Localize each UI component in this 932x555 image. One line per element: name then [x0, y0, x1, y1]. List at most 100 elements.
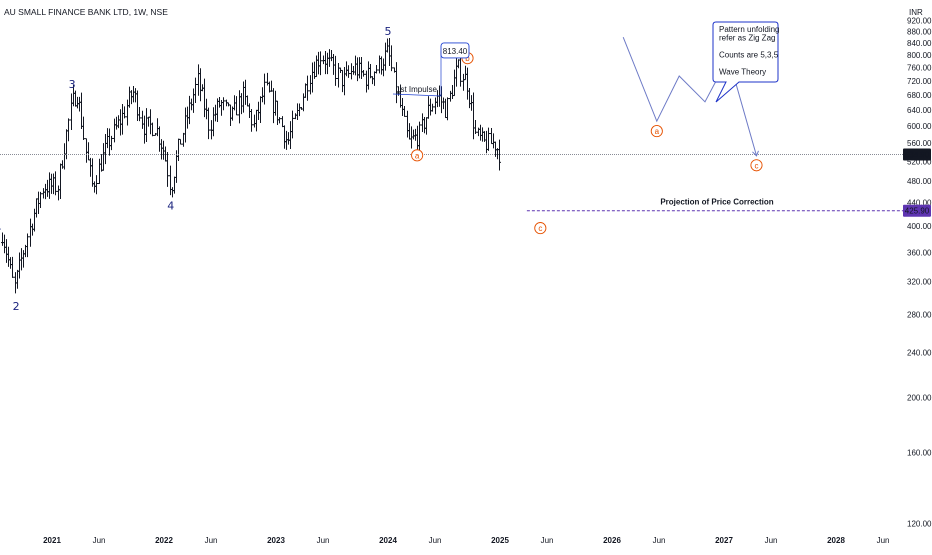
price-bar [255, 109, 258, 132]
circle-label-ring [534, 222, 547, 235]
price-bar [42, 188, 45, 199]
y-tick-label: 880.00 [907, 27, 932, 36]
price-bar [487, 127, 490, 151]
price-bar [74, 90, 77, 107]
price-bar [444, 98, 447, 119]
price-bar [70, 93, 73, 131]
price-bar [304, 83, 307, 98]
price-bar [259, 96, 262, 124]
price-bar [240, 93, 243, 115]
price-bar [76, 96, 79, 109]
price-bar [457, 59, 460, 69]
price-bar [356, 57, 359, 82]
price-bar [440, 86, 443, 114]
price-bar [63, 143, 66, 170]
price-bar [326, 52, 329, 75]
price-bar [462, 73, 465, 91]
price-bar [281, 116, 284, 128]
price-bar [358, 57, 361, 79]
price-bar [345, 61, 348, 77]
currency-label: INR [909, 8, 923, 17]
impulse-price-value: 813.40 [443, 47, 468, 56]
price-bar [229, 104, 232, 127]
price-bar [141, 110, 144, 129]
price-bar [375, 64, 378, 74]
pattern-callout-line: Wave Theory [719, 68, 766, 77]
price-bar [479, 124, 482, 141]
y-tick-label: 760.00 [907, 64, 932, 73]
projection-price-value: 425.90 [905, 207, 930, 216]
price-bar [207, 107, 210, 140]
y-tick-label: 320.00 [907, 277, 932, 286]
price-bar [16, 269, 19, 289]
price-bar [306, 75, 309, 101]
price-bar [371, 76, 374, 85]
price-bar [149, 109, 152, 135]
price-bar [175, 150, 178, 183]
price-bar [294, 113, 297, 120]
x-tick-label: Jun [205, 536, 218, 545]
impulse-annotation-text: 1st Impulse [396, 85, 437, 94]
x-axis[interactable]: 2021 Jun 2022 Jun 2023 Jun 2024 Jun 2025 Jun 2026 J… [43, 536, 889, 545]
projection-price-tag-bg [903, 204, 931, 217]
circle-label-text: b [465, 54, 470, 63]
x-tick-label: Jun [765, 536, 778, 545]
price-bar [192, 88, 195, 113]
price-bar [431, 103, 434, 112]
price-bar [311, 62, 314, 93]
price-bar [472, 92, 475, 140]
circle-label-text: a [415, 151, 420, 160]
x-tick-label: Jun [653, 536, 666, 545]
price-bar [242, 81, 245, 113]
circle-label-a: a [650, 125, 663, 138]
price-bar [126, 99, 129, 126]
price-bar [132, 85, 135, 103]
price-bar [138, 106, 141, 122]
x-tick-label: Jun [877, 536, 890, 545]
price-bar [369, 64, 372, 79]
y-tick-label: 840.00 [907, 39, 932, 48]
price-bar [169, 165, 172, 196]
price-bar [416, 125, 419, 154]
x-tick-label: Jun [541, 536, 554, 545]
x-tick-label: Jun [93, 536, 106, 545]
price-bar [91, 158, 94, 187]
circle-label-c: c [750, 159, 763, 172]
price-bar [7, 246, 10, 267]
price-bar [360, 57, 363, 79]
price-bar [184, 107, 187, 143]
price-bar [50, 173, 53, 194]
price-bar [128, 86, 131, 108]
price-bar [164, 146, 167, 162]
price-bar [188, 95, 191, 125]
price-bar [382, 58, 385, 77]
wave-label-5: 5 [385, 25, 392, 38]
wave-label-4: 4 [167, 200, 174, 213]
price-bar [158, 126, 161, 152]
price-bar [455, 56, 458, 87]
price-bar [322, 55, 325, 65]
y-tick-label: 480.00 [907, 177, 932, 186]
price-bar [134, 88, 137, 103]
price-bar [253, 114, 256, 128]
price-bar [429, 98, 432, 116]
price-bar [95, 175, 98, 195]
price-bar [145, 108, 148, 143]
price-bar [106, 128, 109, 149]
price-bar [365, 70, 368, 93]
price-bar [110, 135, 113, 151]
price-bar [291, 110, 294, 139]
price-bar [492, 133, 495, 149]
price-bar [108, 128, 111, 156]
price-bar [162, 140, 165, 160]
price-bar [386, 38, 389, 53]
circle-label-text: a [655, 127, 660, 136]
price-bar [203, 78, 206, 118]
price-bar [98, 158, 101, 184]
price-bar [283, 125, 286, 149]
price-bar [330, 50, 333, 62]
x-tick-label: Jun [317, 536, 330, 545]
